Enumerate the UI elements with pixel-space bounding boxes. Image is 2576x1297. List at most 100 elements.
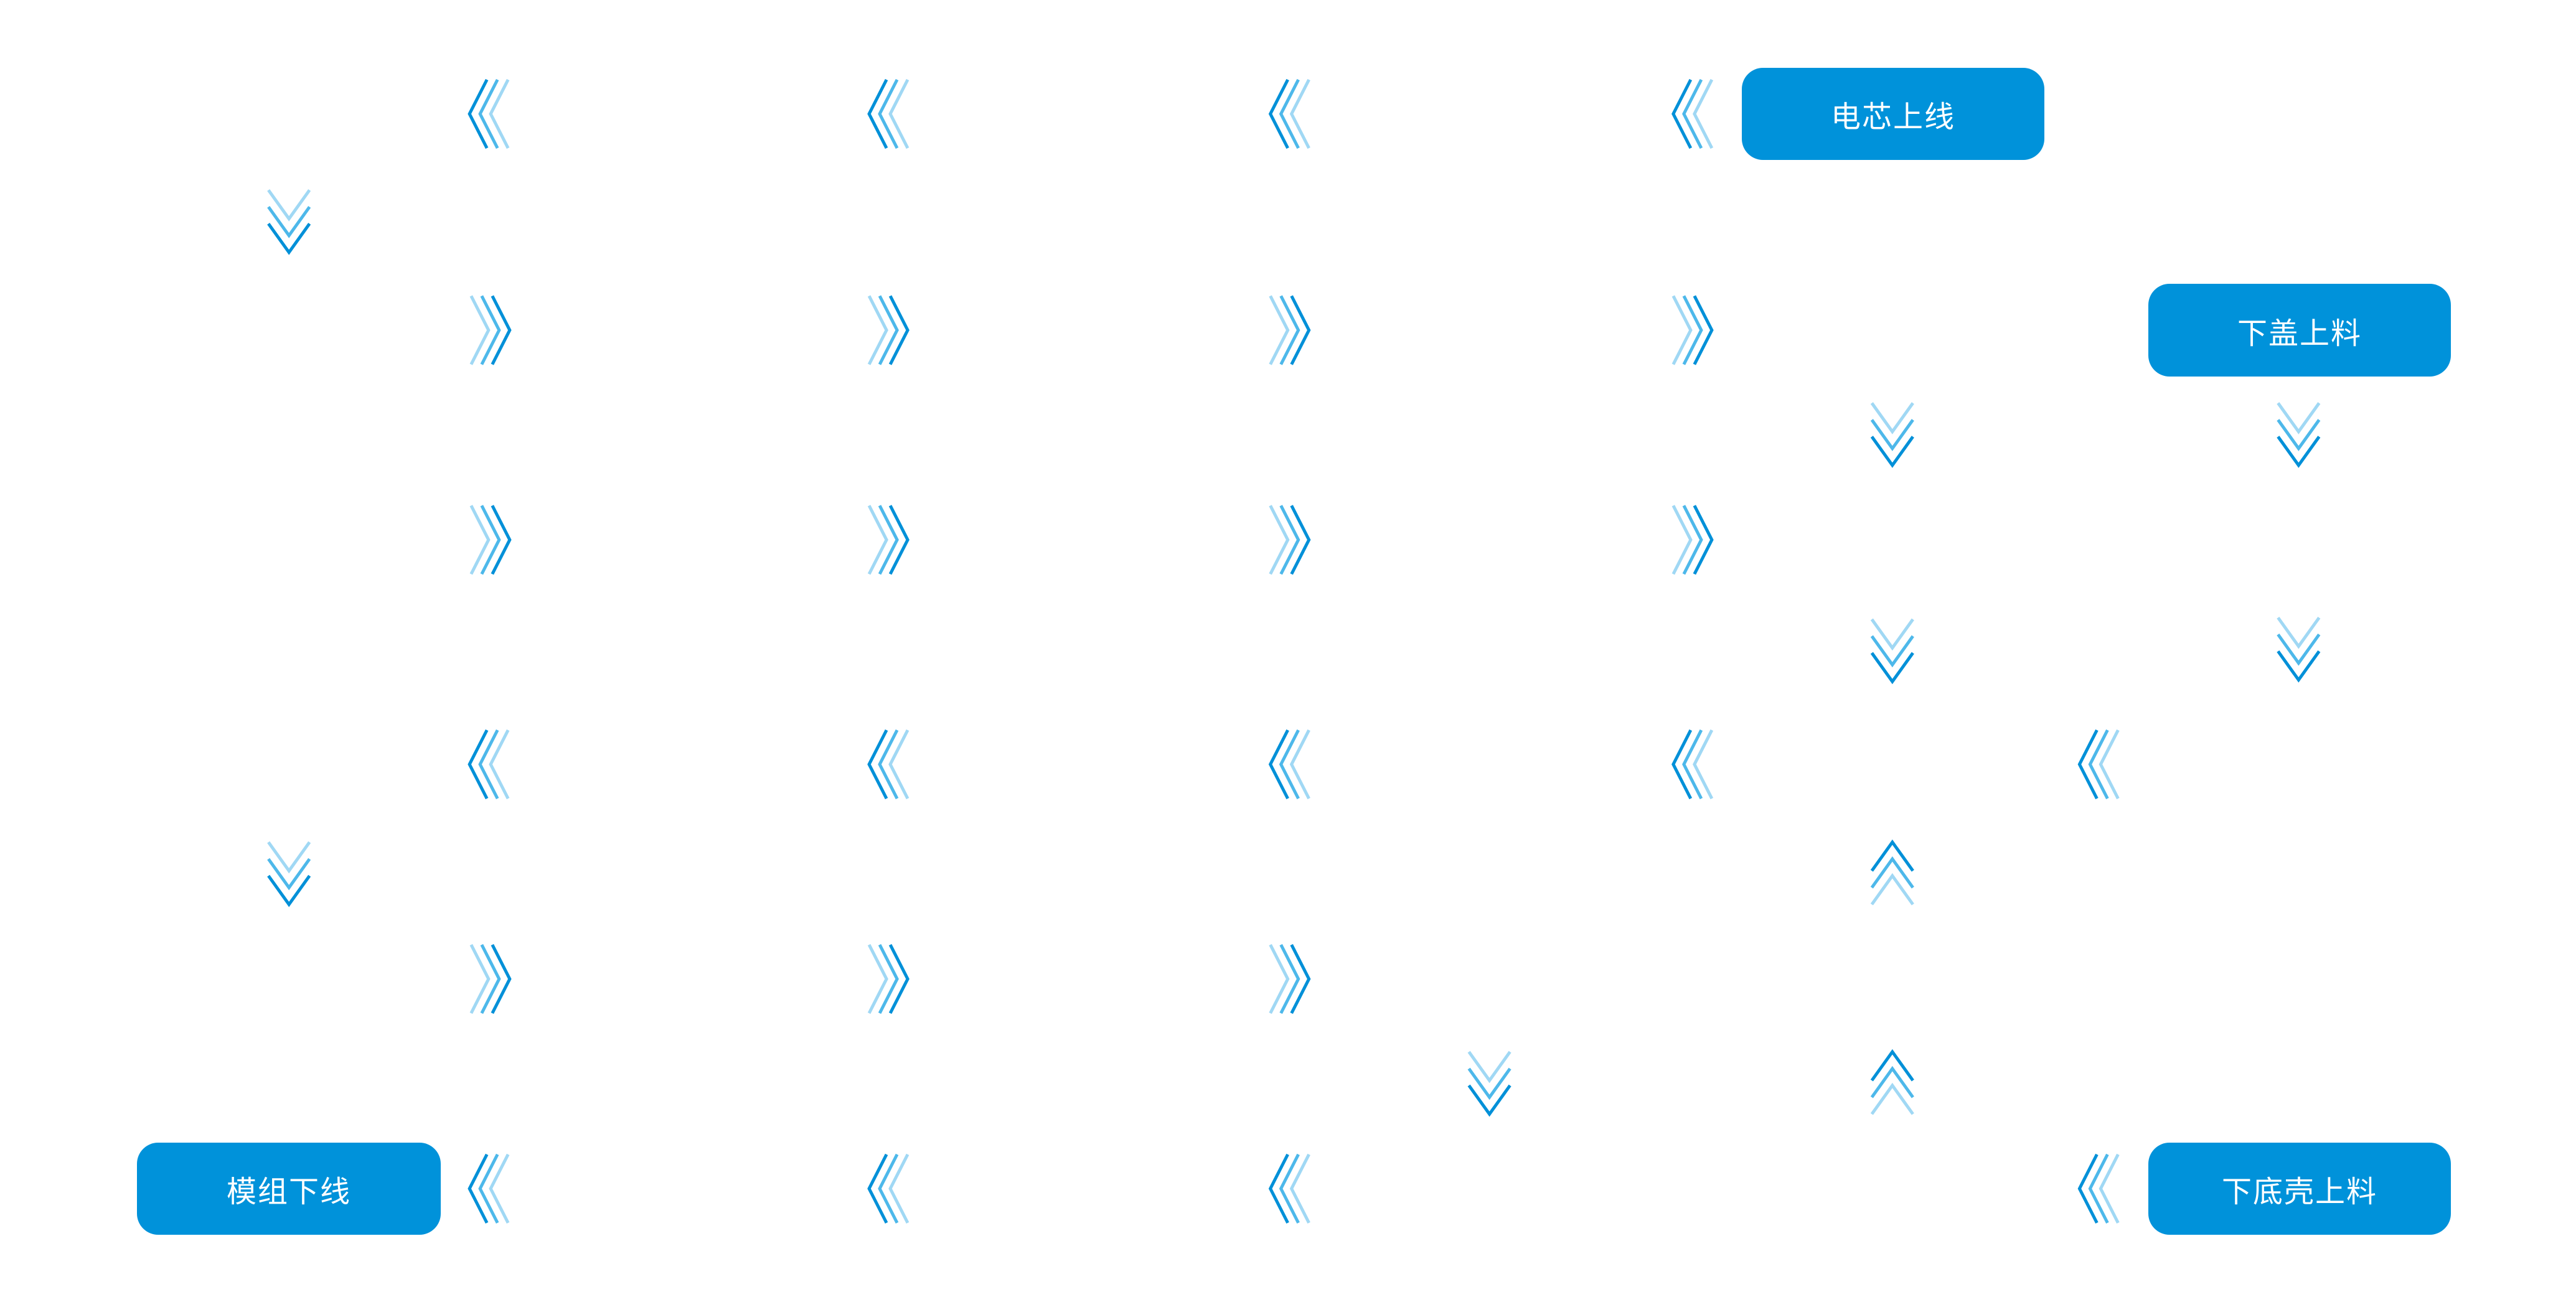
chevron-down-icon — [1467, 1051, 1511, 1117]
chevron-up-icon — [1870, 1049, 1914, 1115]
chevron-stroke — [2077, 729, 2099, 800]
chevron-stroke — [469, 505, 491, 575]
chevron-stroke — [878, 943, 899, 1014]
chevron-stroke — [1290, 505, 1311, 575]
chevron-stroke — [1279, 729, 1300, 800]
chevron-stroke — [1290, 295, 1311, 365]
chevron-stroke — [1693, 505, 1714, 575]
chevron-stroke — [878, 295, 899, 365]
chevron-stroke — [2277, 436, 2321, 468]
chevron-right-icon — [469, 295, 512, 365]
chevron-stroke — [888, 1153, 910, 1224]
chevron-down-icon — [2277, 402, 2321, 468]
station-cell-loading[interactable]: 电芯上线 — [1742, 68, 2044, 160]
chevron-left-icon — [1671, 78, 1714, 149]
chevron-down-icon — [267, 189, 311, 255]
chevron-stroke — [867, 943, 888, 1014]
chevron-right-icon — [1269, 295, 1311, 365]
chevron-stroke — [2099, 729, 2120, 800]
station-label: 电芯上线 — [1830, 100, 1955, 134]
chevron-stroke — [867, 729, 888, 800]
chevron-left-icon — [468, 1153, 510, 1224]
chevron-stroke — [1268, 729, 1289, 800]
chevron-stroke — [888, 78, 910, 149]
chevron-stroke — [1279, 505, 1300, 575]
station-label: 下盖上料 — [2237, 316, 2362, 351]
chevron-right-icon — [469, 943, 512, 1014]
chevron-stroke — [1290, 943, 1311, 1014]
chevron-stroke — [1870, 419, 1914, 451]
chevron-stroke — [1682, 78, 1703, 149]
chevron-stroke — [1269, 295, 1290, 365]
chevron-stroke — [867, 78, 888, 149]
chevron-stroke — [1671, 505, 1693, 575]
chevron-stroke — [1467, 1067, 1511, 1100]
chevron-right-icon — [867, 943, 910, 1014]
chevron-stroke — [878, 505, 899, 575]
chevron-left-icon — [468, 729, 510, 800]
chevron-stroke — [1870, 1082, 1914, 1115]
chevron-stroke — [267, 222, 311, 255]
chevron-up-icon — [1870, 839, 1914, 906]
chevron-stroke — [491, 943, 512, 1014]
chevron-stroke — [468, 729, 489, 800]
chevron-left-icon — [1671, 729, 1714, 800]
chevron-stroke — [491, 295, 512, 365]
chevron-stroke — [267, 874, 311, 907]
chevron-left-icon — [1268, 1153, 1310, 1224]
chevron-stroke — [1289, 729, 1310, 800]
chevron-stroke — [2088, 1153, 2109, 1224]
chevron-stroke — [1870, 839, 1914, 872]
chevron-down-icon — [267, 841, 311, 907]
station-module-unloading[interactable]: 模组下线 — [137, 1143, 441, 1235]
chevron-stroke — [888, 729, 910, 800]
chevron-stroke — [1870, 402, 1914, 434]
chevron-stroke — [1870, 873, 1914, 906]
chevron-stroke — [2277, 634, 2321, 666]
station-bottom-shell-loading[interactable]: 下底壳上料 — [2148, 1143, 2451, 1235]
chevron-stroke — [867, 1153, 888, 1224]
chevron-stroke — [267, 205, 311, 238]
chevron-right-icon — [867, 295, 910, 365]
chevron-down-icon — [1870, 402, 1914, 468]
chevron-stroke — [1870, 1049, 1914, 1082]
chevron-left-icon — [867, 1153, 910, 1224]
chevron-stroke — [469, 295, 491, 365]
chevron-stroke — [491, 505, 512, 575]
station-label: 下底壳上料 — [2221, 1174, 2377, 1209]
chevron-stroke — [878, 78, 899, 149]
station-label: 模组下线 — [226, 1174, 351, 1209]
chevron-stroke — [1467, 1084, 1511, 1117]
chevron-stroke — [867, 295, 888, 365]
chevron-stroke — [2277, 419, 2321, 451]
chevron-stroke — [2077, 1153, 2099, 1224]
chevron-stroke — [1289, 78, 1310, 149]
chevron-stroke — [1671, 729, 1693, 800]
chevron-right-icon — [1671, 505, 1714, 575]
chevron-left-icon — [867, 78, 910, 149]
chevron-stroke — [267, 189, 311, 222]
chevron-stroke — [1268, 1153, 1289, 1224]
chevron-stroke — [1870, 652, 1914, 685]
chevron-stroke — [867, 505, 888, 575]
chevron-stroke — [489, 78, 510, 149]
chevron-stroke — [888, 295, 910, 365]
chevron-down-icon — [2277, 617, 2321, 683]
chevron-stroke — [888, 943, 910, 1014]
chevron-stroke — [2277, 650, 2321, 683]
chevron-stroke — [888, 505, 910, 575]
chevron-stroke — [1268, 78, 1289, 149]
chevron-stroke — [1682, 729, 1703, 800]
chevron-stroke — [478, 78, 499, 149]
chevron-stroke — [1279, 1153, 1300, 1224]
chevron-stroke — [478, 729, 499, 800]
chevron-stroke — [468, 1153, 489, 1224]
chevron-stroke — [1671, 78, 1693, 149]
chevron-stroke — [1682, 295, 1703, 365]
station-top-cover-loading[interactable]: 下盖上料 — [2148, 284, 2451, 377]
chevron-right-icon — [469, 505, 512, 575]
chevron-left-icon — [2077, 729, 2120, 800]
chevron-left-icon — [1268, 78, 1310, 149]
